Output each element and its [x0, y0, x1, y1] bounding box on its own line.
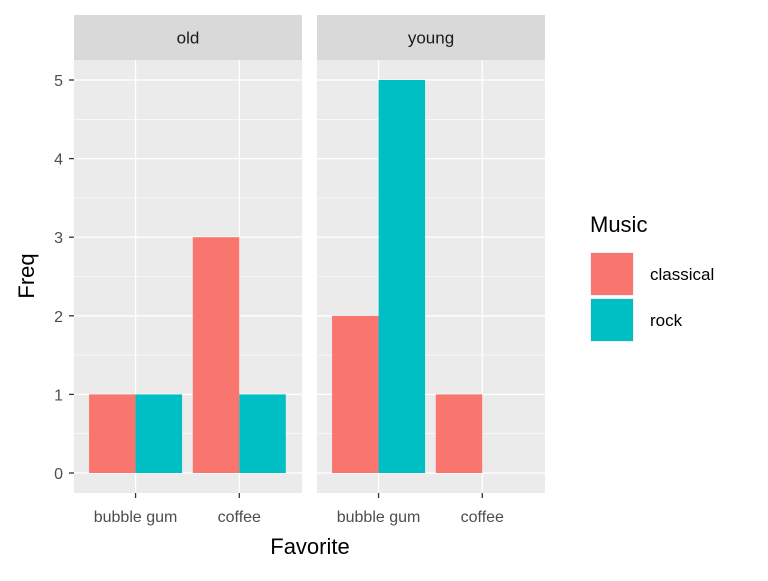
bar-young-bubble-gum-rock [378, 80, 426, 473]
x-axis-title: Favorite [270, 534, 349, 559]
bar-young-coffee-classical [435, 394, 483, 473]
x-tick-label: bubble gum [337, 509, 421, 526]
legend-label-rock: rock [650, 311, 683, 330]
bar-old-coffee-classical [192, 237, 240, 473]
legend-title: Music [590, 212, 647, 237]
y-tick-label: 1 [54, 387, 63, 404]
bar-old-coffee-rock [239, 394, 286, 473]
bar-old-bubble-gum-rock [135, 394, 183, 473]
y-tick-label: 3 [54, 230, 63, 247]
legend-key-rock [591, 299, 633, 341]
y-tick-label: 2 [54, 309, 63, 326]
facet-panels: old bubble gum coffee young bubble gum coffee [74, 15, 545, 526]
bar-young-bubble-gum-classical [332, 315, 379, 473]
bar-old-bubble-gum-classical [89, 394, 136, 473]
y-tick-label: 0 [54, 466, 63, 483]
facet-strip [74, 15, 302, 60]
y-tick-label: 5 [54, 73, 63, 90]
x-tick-label: coffee [461, 509, 504, 526]
y-axis-title: Freq [14, 253, 39, 298]
legend: Music classical rock [590, 212, 714, 342]
facet-strip-label: old [177, 29, 200, 48]
y-tick-label: 4 [54, 152, 63, 169]
x-tick-label: bubble gum [94, 509, 178, 526]
legend-label-classical: classical [650, 265, 714, 284]
legend-key-classical [591, 253, 633, 295]
y-axis: 0 1 2 3 4 5 [54, 73, 74, 483]
facet-panel-old: old bubble gum coffee [74, 15, 302, 526]
facet-strip [317, 15, 545, 60]
facet-strip-label: young [408, 29, 454, 48]
x-tick-label: coffee [218, 509, 261, 526]
facet-panel-young: young bubble gum coffee [317, 15, 545, 526]
